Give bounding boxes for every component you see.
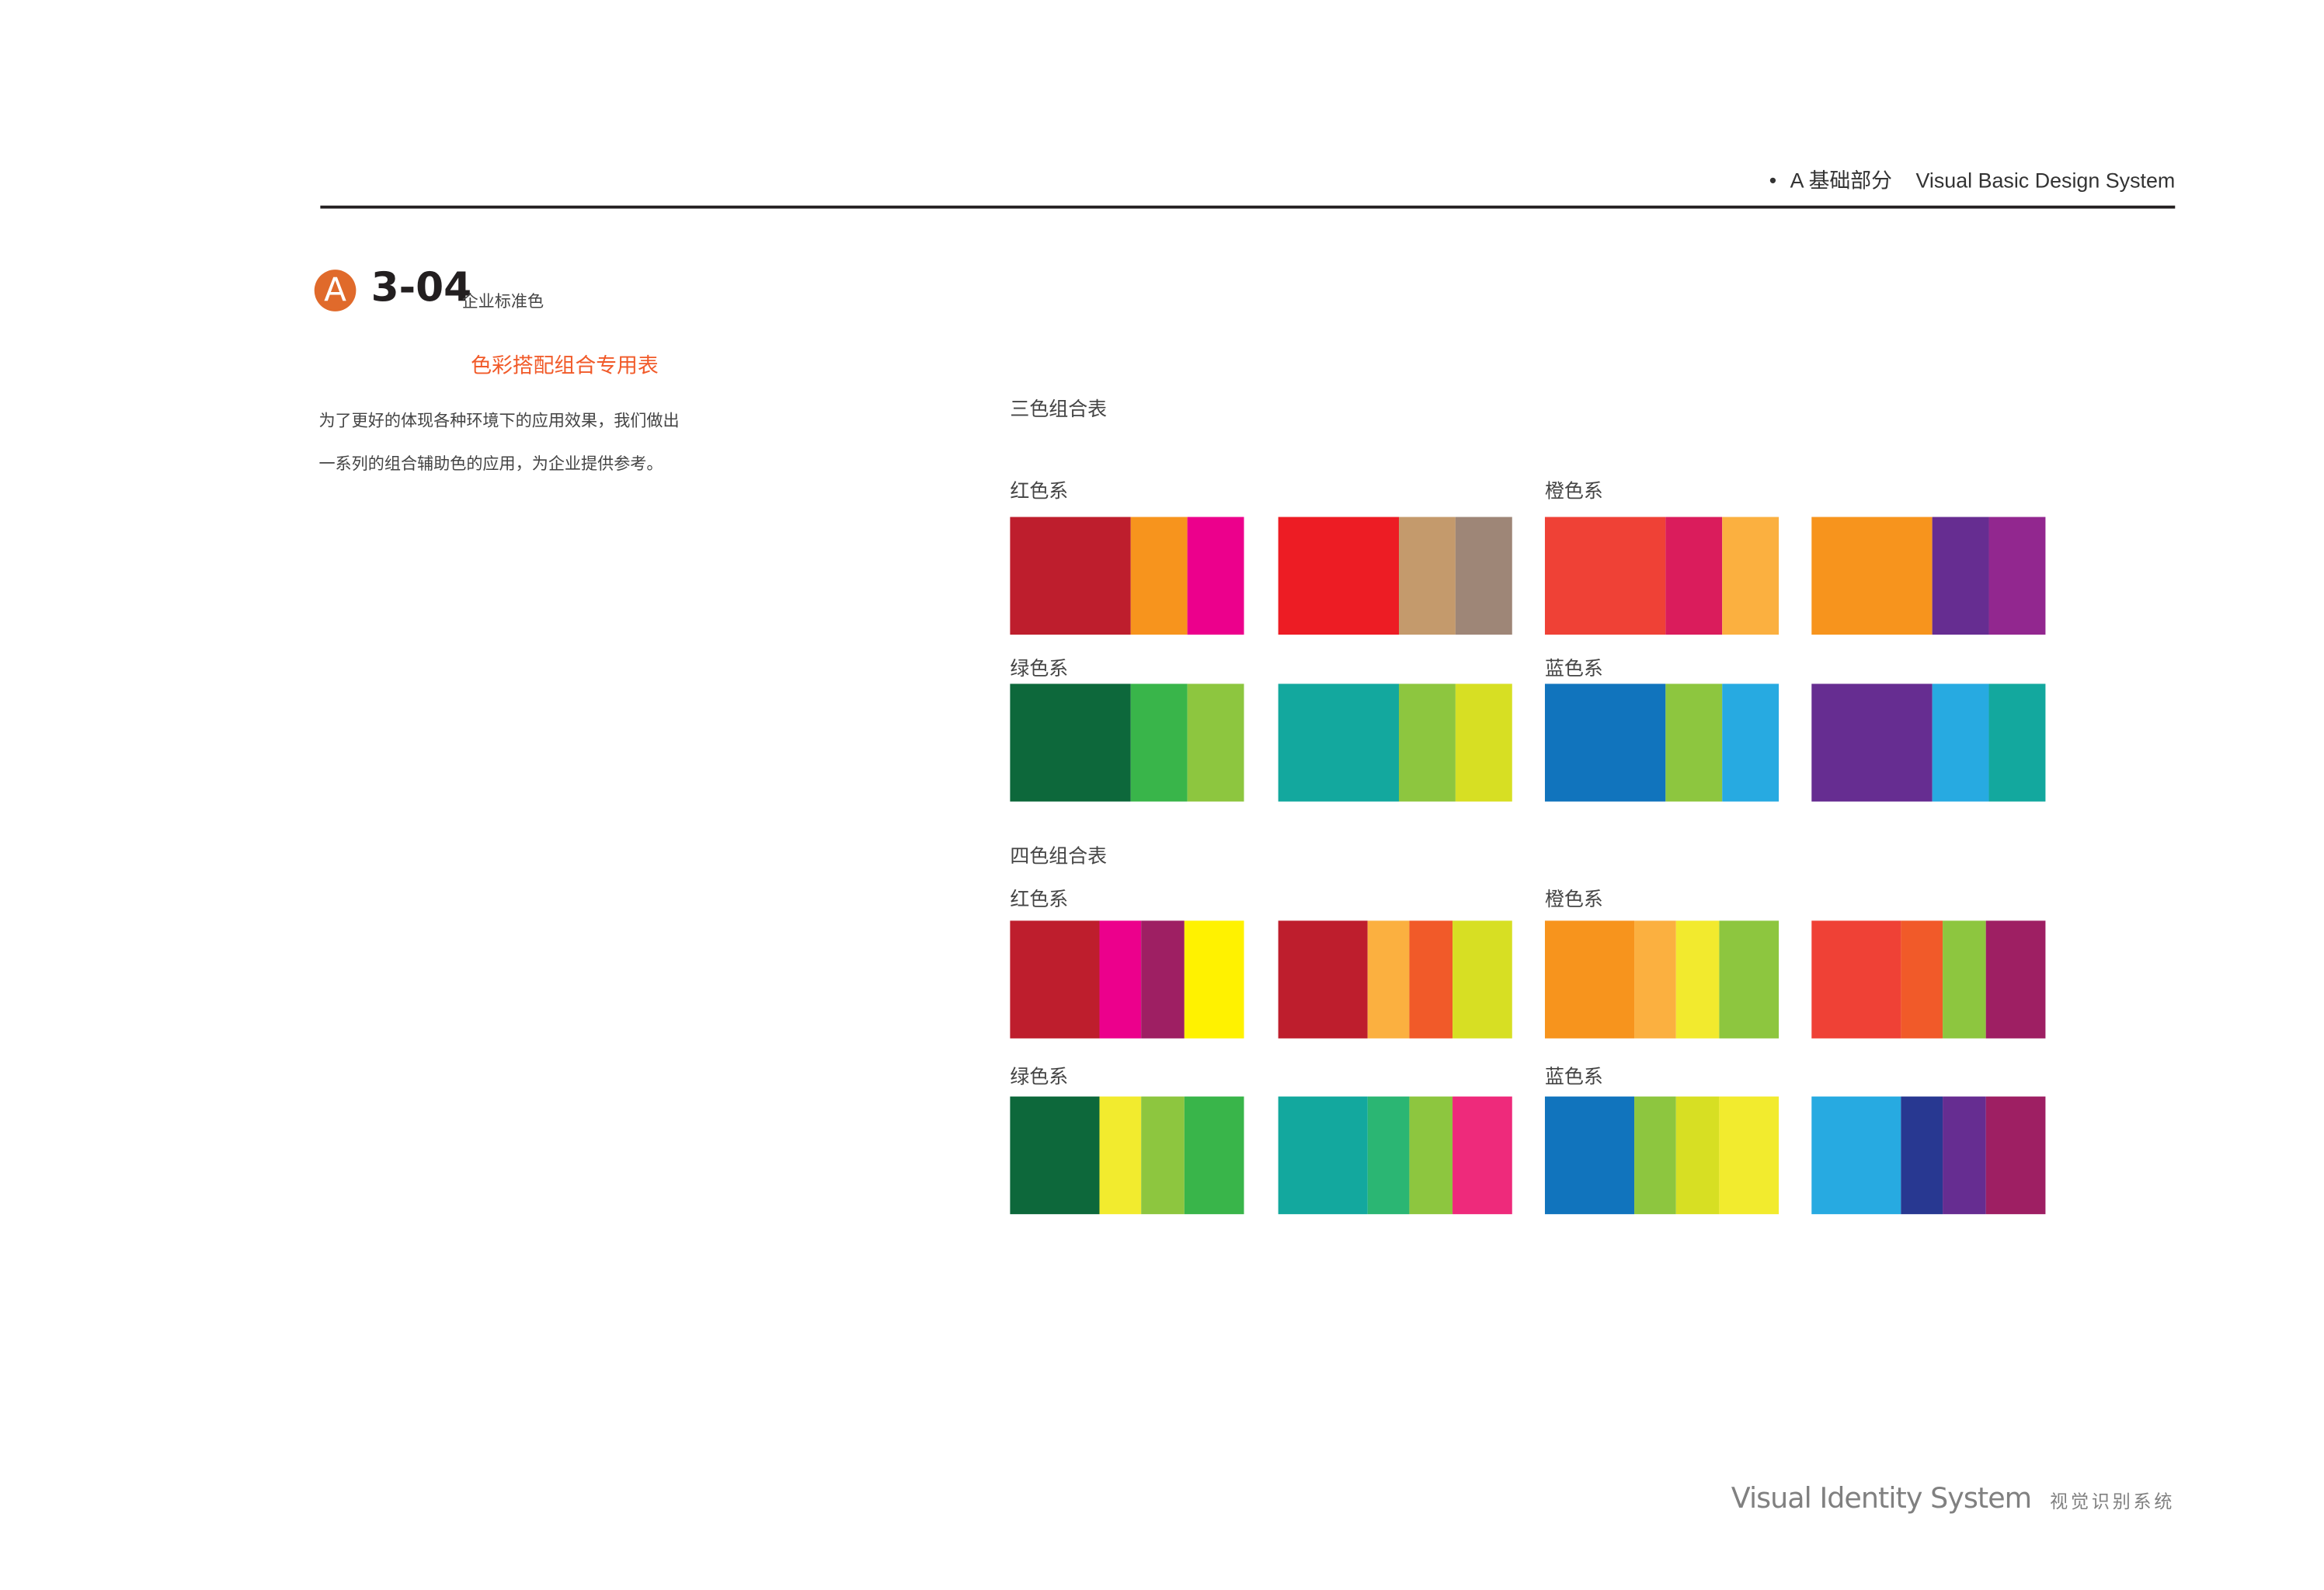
color-combination-swatch <box>1278 1096 1512 1215</box>
color-block <box>1141 920 1185 1039</box>
color-block <box>1901 920 1943 1039</box>
color-block <box>1811 1096 1901 1215</box>
intro-line: 为了更好的体现各种环境下的应用效果，我们做出 <box>318 412 680 431</box>
color-combination-swatch <box>1544 1096 1780 1215</box>
color-block <box>1719 1096 1780 1215</box>
color-block <box>1932 517 1989 635</box>
color-combination-swatch <box>1010 684 1244 802</box>
color-block <box>1452 920 1512 1039</box>
color-block <box>1184 920 1244 1039</box>
color-block <box>1187 684 1244 802</box>
header-divider <box>320 205 2176 209</box>
color-block <box>1811 517 1933 635</box>
color-block <box>1675 1096 1720 1215</box>
color-block <box>1634 1096 1676 1215</box>
color-combination-swatch <box>1811 517 2046 635</box>
page-subtitle: 企业标准色 <box>461 293 544 311</box>
color-combination-swatch <box>1010 517 1244 635</box>
color-block <box>1544 517 1666 635</box>
color-combination-swatch <box>1278 517 1512 635</box>
three-color-title: 三色组合表 <box>1010 398 1108 420</box>
color-block <box>1455 517 1512 635</box>
color-block <box>1010 920 1100 1039</box>
color-block <box>1099 920 1142 1039</box>
section-header: • A 基础部分 Visual Basic Design System <box>1769 165 2176 195</box>
color-combination-swatch <box>1010 1096 1244 1215</box>
color-combination-swatch <box>1544 517 1780 635</box>
color-block <box>1988 684 2046 802</box>
color-block <box>1141 1096 1185 1215</box>
label-green: 绿色系 <box>1010 1065 1069 1088</box>
color-combination-swatch <box>1544 920 1780 1039</box>
section-badge: A <box>314 270 357 311</box>
page-number-title: 3-04 <box>371 265 472 311</box>
color-block <box>1367 1096 1410 1215</box>
color-block <box>1901 1096 1943 1215</box>
color-combination-swatch <box>1811 684 2046 802</box>
color-block <box>1099 1096 1142 1215</box>
footer: Visual Identity System 视觉识别系统 <box>1731 1482 2175 1515</box>
four-color-title: 四色组合表 <box>1010 844 1108 868</box>
color-combination-swatch <box>1811 1096 2046 1215</box>
label-blue: 蓝色系 <box>1544 656 1603 680</box>
color-block <box>1399 684 1456 802</box>
footer-cn: 视觉识别系统 <box>2050 1491 2176 1512</box>
color-block <box>1985 1096 2046 1215</box>
color-block <box>1722 684 1780 802</box>
color-block <box>1722 517 1780 635</box>
color-block <box>1278 684 1400 802</box>
color-block <box>1544 1096 1635 1215</box>
color-combination-swatch <box>1278 920 1512 1039</box>
bullet: • <box>1769 168 1777 193</box>
color-block <box>1278 517 1400 635</box>
color-block <box>1665 517 1723 635</box>
color-block <box>1675 920 1720 1039</box>
color-block <box>1943 920 1986 1039</box>
color-block <box>1943 1096 1986 1215</box>
color-block <box>1719 920 1780 1039</box>
color-block <box>1455 684 1512 802</box>
label-red: 红色系 <box>1010 888 1069 910</box>
color-block <box>1988 517 2046 635</box>
color-combination-swatch <box>1278 684 1512 802</box>
color-block <box>1544 920 1635 1039</box>
color-combination-swatch <box>1811 920 2046 1039</box>
color-block <box>1130 684 1188 802</box>
color-block <box>1665 684 1723 802</box>
color-block <box>1278 1096 1368 1215</box>
color-block <box>1184 1096 1244 1215</box>
color-block <box>1409 1096 1453 1215</box>
color-block <box>1010 517 1131 635</box>
color-block <box>1130 517 1188 635</box>
color-block <box>1367 920 1410 1039</box>
color-combination-swatch <box>1010 920 1244 1039</box>
color-block <box>1811 920 1901 1039</box>
color-block <box>1010 684 1131 802</box>
label-orange: 橙色系 <box>1544 479 1603 503</box>
color-block <box>1932 684 1989 802</box>
label-orange: 橙色系 <box>1544 888 1603 910</box>
label-blue: 蓝色系 <box>1544 1065 1603 1088</box>
color-block <box>1634 920 1676 1039</box>
footer-en: Visual Identity System <box>1731 1482 2032 1515</box>
color-block <box>1409 920 1453 1039</box>
color-block <box>1544 684 1666 802</box>
color-block <box>1452 1096 1512 1215</box>
section-en: Visual Basic Design System <box>1915 168 2176 193</box>
intro-line: 一系列的组合辅助色的应用，为企业提供参考。 <box>318 455 663 474</box>
color-block <box>1187 517 1244 635</box>
label-green: 绿色系 <box>1010 656 1069 680</box>
intro-heading: 色彩搭配组合专用表 <box>471 353 659 377</box>
color-block <box>1010 1096 1100 1215</box>
color-block <box>1278 920 1368 1039</box>
color-block <box>1985 920 2046 1039</box>
color-block <box>1811 684 1933 802</box>
section-letter: A <box>1790 168 1804 193</box>
color-combination-swatch <box>1544 684 1780 802</box>
section-cn: 基础部分 <box>1808 168 1892 193</box>
label-red: 红色系 <box>1010 479 1069 503</box>
color-block <box>1399 517 1456 635</box>
